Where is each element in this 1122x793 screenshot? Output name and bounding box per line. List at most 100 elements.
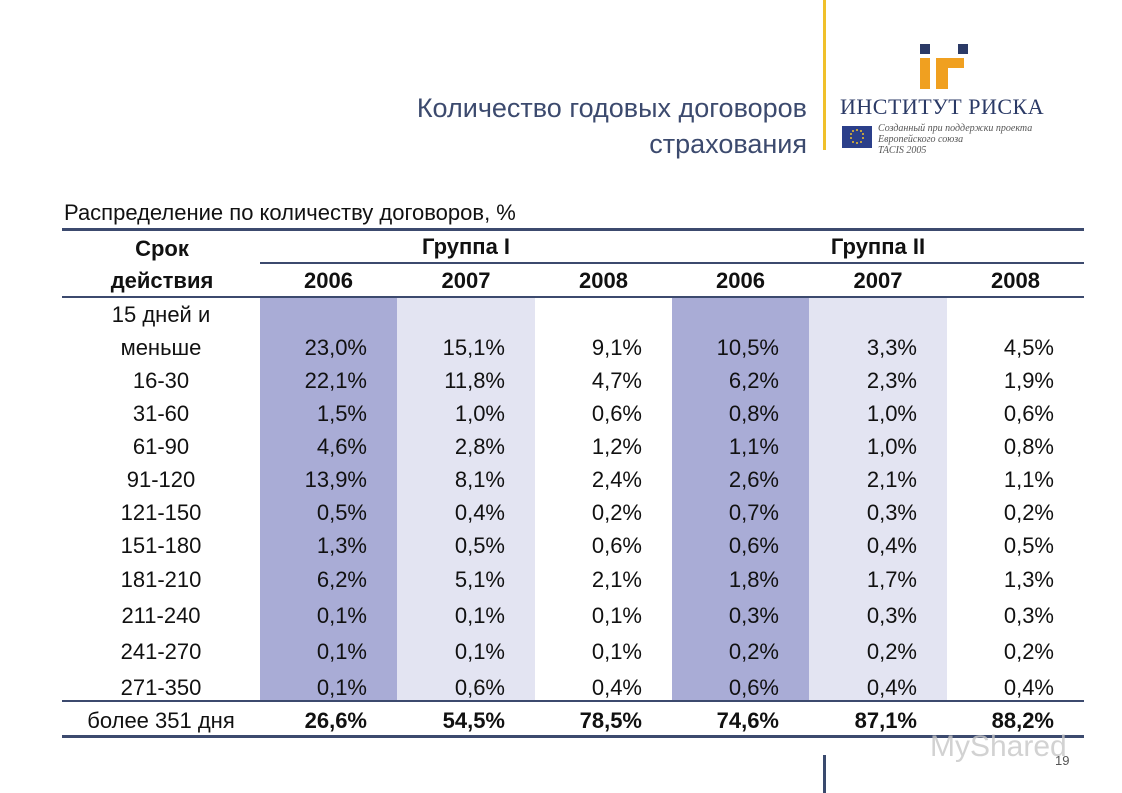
table-cell: 0,6% xyxy=(1003,401,1054,426)
table-cell: 2,4% xyxy=(591,467,642,492)
logo-subtitle-line2: Европейского союза xyxy=(878,134,964,145)
table-cell: 1,0% xyxy=(866,434,917,459)
table-cell: 0,2% xyxy=(866,639,917,664)
table-cell: 0,7% xyxy=(728,500,779,525)
myshared-watermark: MyShared xyxy=(930,730,1067,763)
table-cell: 5,1% xyxy=(454,567,505,592)
table-cell: 15,1% xyxy=(442,335,505,360)
table-cell: 0,3% xyxy=(866,500,917,525)
table-cell: 0,3% xyxy=(866,603,917,628)
group-header-rule xyxy=(260,262,1084,264)
table-cell: 1,7% xyxy=(866,567,917,592)
row-header-term: Срок xyxy=(135,236,189,261)
table-cell: 22,1% xyxy=(304,368,367,393)
table-cell: 2,3% xyxy=(866,368,917,393)
table-cell: 0,4% xyxy=(866,675,917,700)
header-bottom-rule xyxy=(62,296,1084,298)
row-label-first-line1: 15 дней и xyxy=(111,302,211,327)
table-cell: 0,6% xyxy=(728,675,779,700)
table-cell: 4,7% xyxy=(591,368,642,393)
total-cell: 54,5% xyxy=(442,708,505,733)
table-cell: 8,1% xyxy=(454,467,505,492)
table-cell: 0,3% xyxy=(1003,603,1054,628)
group-header-1: Группа I xyxy=(421,234,511,259)
table-cell: 2,8% xyxy=(454,434,505,459)
table-top-rule xyxy=(62,228,1084,231)
table-cell: 0,2% xyxy=(591,500,642,525)
table-cell: 0,5% xyxy=(454,533,505,558)
group-header-2: Группа II xyxy=(830,234,926,259)
divider-line-bottom xyxy=(823,755,826,793)
total-row-label: более 351 дня xyxy=(87,708,235,733)
table-cell: 0,6% xyxy=(728,533,779,558)
table-cell: 0,2% xyxy=(728,639,779,664)
ir-logo-mark-icon xyxy=(920,44,968,89)
column-shade xyxy=(809,298,947,700)
total-cell: 26,6% xyxy=(304,708,367,733)
table-cell: 0,4% xyxy=(591,675,642,700)
table-cell: 0,4% xyxy=(866,533,917,558)
logo-name: ИНСТИТУТ РИСКА xyxy=(840,94,1045,119)
table-cell: 0,6% xyxy=(591,401,642,426)
table-cell: 6,2% xyxy=(728,368,779,393)
table-cell: 0,6% xyxy=(454,675,505,700)
table-cell: 0,5% xyxy=(316,500,367,525)
table-cell: 0,5% xyxy=(1003,533,1054,558)
row-label: 61-90 xyxy=(132,434,190,459)
row-label: 91-120 xyxy=(126,467,196,492)
row-label: 271-350 xyxy=(120,675,202,700)
slide-title-line2: страхования xyxy=(649,129,807,159)
table-cell: 1,5% xyxy=(316,401,367,426)
table-cell: 1,8% xyxy=(728,567,779,592)
table-cell: 0,3% xyxy=(728,603,779,628)
year-header: 2008 xyxy=(579,268,628,293)
table-cell: 1,3% xyxy=(1003,567,1054,592)
row-label: 31-60 xyxy=(132,401,190,426)
logo-subtitle: Созданный при поддержки проекта Европейс… xyxy=(878,123,1032,156)
table-cell: 1,3% xyxy=(316,533,367,558)
table-cell: 1,1% xyxy=(1003,467,1054,492)
table-cell: 10,5% xyxy=(716,335,779,360)
table-cell: 1,0% xyxy=(454,401,505,426)
table-caption: Распределение по количеству договоров, % xyxy=(64,200,516,225)
logo-subtitle-line3: TACIS 2005 xyxy=(878,145,927,156)
table-cell: 0,6% xyxy=(591,533,642,558)
table-cell: 23,0% xyxy=(304,335,367,360)
row-label-first-line2: меньше xyxy=(120,335,202,360)
row-label: 211-240 xyxy=(121,603,201,628)
table-cell: 2,1% xyxy=(591,567,642,592)
slide-title: Количество годовых договоров страхования xyxy=(307,90,807,162)
divider-line-top xyxy=(823,0,826,150)
year-header: 2007 xyxy=(853,268,903,293)
row-label: 151-180 xyxy=(120,533,202,558)
table-cell: 3,3% xyxy=(866,335,917,360)
table-cell: 0,1% xyxy=(316,639,367,664)
year-header: 2007 xyxy=(441,268,491,293)
table-cell: 1,0% xyxy=(866,401,917,426)
row-label: 241-270 xyxy=(120,639,202,664)
table-cell: 13,9% xyxy=(304,467,367,492)
table-cell: 0,4% xyxy=(1003,675,1054,700)
eu-flag-icon xyxy=(842,126,872,148)
total-cell: 78,5% xyxy=(579,708,642,733)
table-cell: 0,1% xyxy=(316,603,367,628)
year-header: 2006 xyxy=(304,268,353,293)
table-cell: 0,8% xyxy=(728,401,779,426)
table-cell: 0,1% xyxy=(591,603,642,628)
row-label: 121-150 xyxy=(120,500,202,525)
table-cell: 1,1% xyxy=(728,434,779,459)
table-cell: 1,2% xyxy=(591,434,642,459)
year-header: 2006 xyxy=(716,268,765,293)
column-shade xyxy=(672,298,809,700)
table-cell: 0,8% xyxy=(1003,434,1054,459)
contracts-table: Срок действия Группа I Группа II 15 дней… xyxy=(62,228,1084,738)
table-cell: 2,6% xyxy=(728,467,779,492)
slide-title-line1: Количество годовых договоров xyxy=(416,93,807,123)
total-cell: 88,2% xyxy=(991,708,1054,733)
table-cell: 0,1% xyxy=(316,675,367,700)
institute-logo: ИНСТИТУТ РИСКА Созданный при поддержки п… xyxy=(840,44,1110,164)
table-cell: 6,2% xyxy=(316,567,367,592)
table-cell: 1,9% xyxy=(1003,368,1054,393)
row-label: 181-210 xyxy=(120,567,202,592)
column-shade xyxy=(260,298,397,700)
